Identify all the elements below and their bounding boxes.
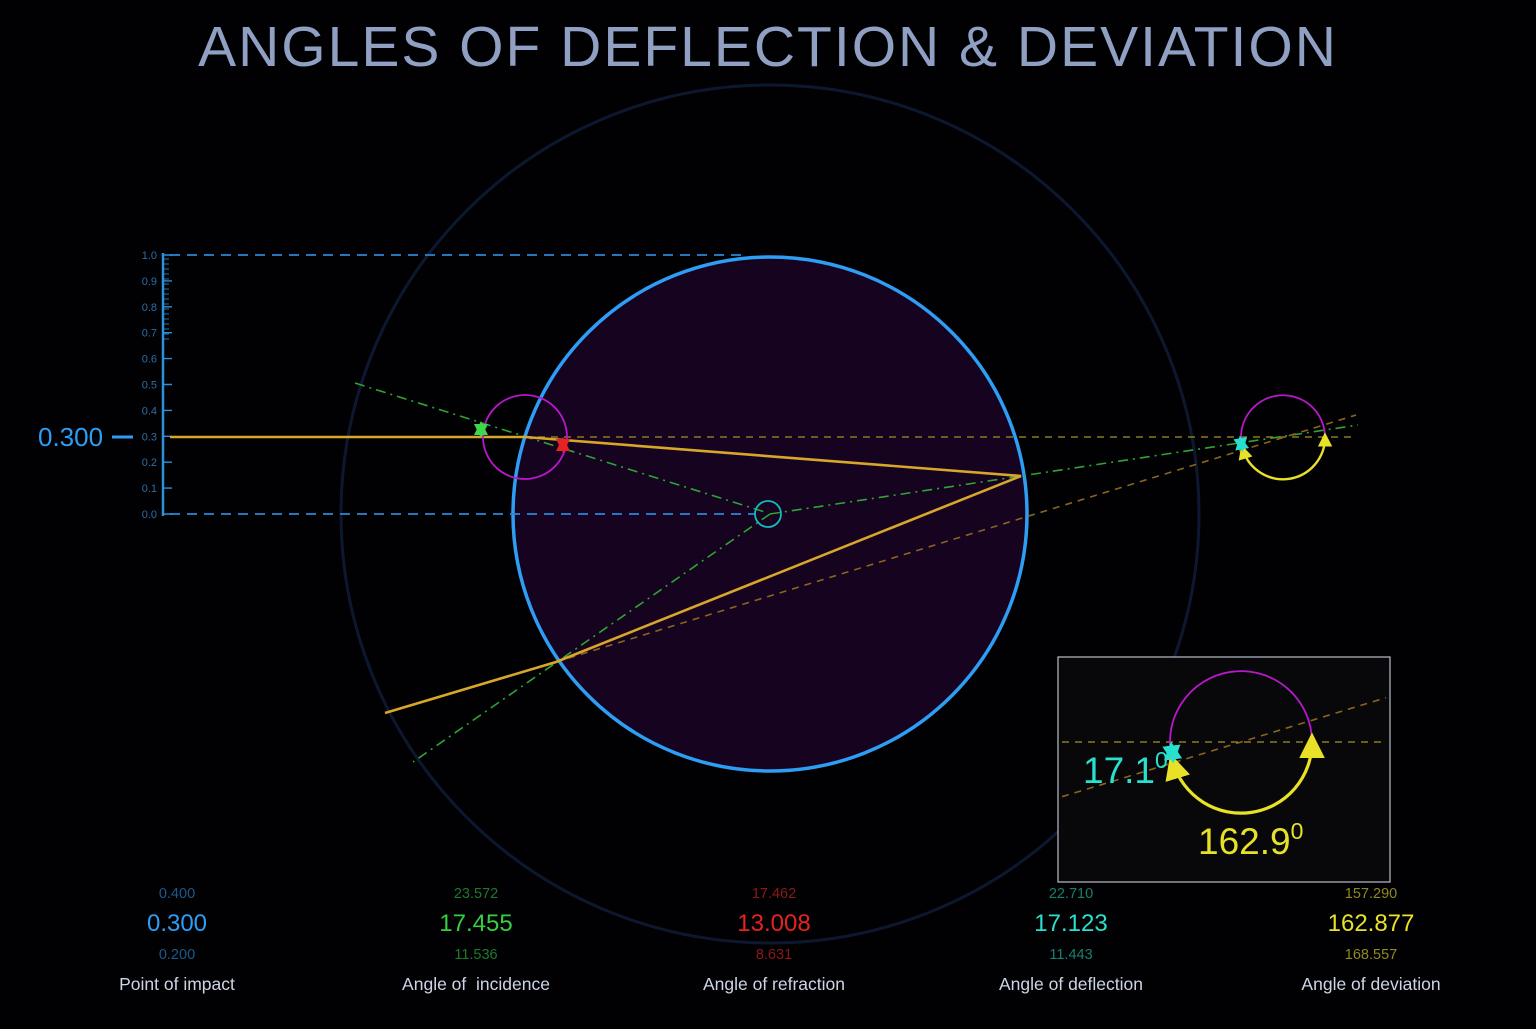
stat-value-prev: 0.400 — [158, 886, 196, 902]
stat-angle-of-deviation: 157.290 162.877 168.557 Angle of deviati… — [1301, 884, 1440, 995]
stat-point-of-impact: 0.400 0.300 0.200 Point of impact — [119, 884, 235, 995]
stat-angle-of-deflection: 22.710 17.123 11.443 Angle of deflection — [999, 884, 1143, 995]
inset-deviation-superscript: 0 — [1291, 818, 1304, 844]
entry-normal-line — [354, 382, 769, 514]
inset-deflection-value: 17.10 — [1083, 747, 1168, 791]
axis-tick-label: 0.1 — [142, 483, 157, 495]
page-title: ANGLES OF DEFLECTION & DEVIATION — [198, 15, 1338, 79]
stat-label: Angle of incidence — [402, 974, 550, 994]
stat-value-next: 0.200 — [158, 947, 196, 963]
angle-inset-panel: 17.10 162.90 — [1057, 656, 1391, 883]
inset-deflection-number: 17.1 — [1083, 750, 1155, 791]
stat-angle-of-incidence: 23.572 17.455 11.536 Angle of incidence — [402, 884, 550, 995]
exit-normal-line — [412, 513, 771, 763]
inset-deflection-superscript: 0 — [1155, 747, 1168, 773]
axis-tick-label: 1.0 — [142, 250, 157, 262]
stat-label: Angle of deviation — [1301, 974, 1441, 994]
stat-value-next: 11.536 — [454, 947, 498, 963]
axis-tick-label: 0.0 — [142, 509, 157, 521]
impact-axis[interactable]: 1.0 0.9 0.8 0.7 0.6 0.5 0.4 0.3 0.2 0.1 … — [38, 250, 172, 521]
stat-value-next: 11.443 — [1049, 947, 1093, 963]
axis-tick-label: 0.7 — [142, 328, 157, 340]
droplet-center-circle — [754, 500, 782, 528]
inset-deviation-number: 162.9 — [1198, 821, 1291, 862]
axis-tick-label: 0.8 — [142, 302, 157, 314]
stat-value-prev: 157.290 — [1344, 886, 1398, 902]
deflection-arc-magenta — [1240, 394, 1326, 450]
stat-value-current: 13.008 — [737, 910, 811, 937]
stat-label: Angle of deflection — [999, 974, 1143, 994]
deviation-arc-yellow — [1238, 432, 1333, 481]
axis-tick-label: 0.9 — [142, 276, 157, 288]
inset-deviation-value: 162.90 — [1198, 818, 1303, 862]
inset-deflection-arc-magenta — [1169, 670, 1313, 764]
stat-value-current: 0.300 — [146, 910, 208, 937]
axis-tick-label: 0.4 — [142, 405, 157, 417]
axis-tick-label: 0.2 — [142, 457, 157, 469]
axis-tick-label: 0.5 — [142, 380, 157, 392]
axis-minor-ticks — [164, 258, 169, 340]
inset-deviation-arc-yellow — [1165, 732, 1325, 815]
deviation-dial — [1233, 394, 1333, 481]
stat-value-prev: 23.572 — [453, 886, 499, 902]
axis-tick-label: 0.3 — [142, 431, 157, 443]
stat-value-prev: 22.710 — [1048, 886, 1094, 902]
axis-major-ticks — [164, 254, 172, 515]
stat-value-next: 8.631 — [755, 947, 793, 963]
light-ray — [170, 435, 1022, 715]
stat-label: Angle of refraction — [702, 974, 846, 994]
stat-value-current: 162.877 — [1327, 910, 1415, 937]
stat-value-current: 17.123 — [1034, 910, 1108, 937]
axis-tick-label: 0.6 — [142, 354, 157, 366]
stat-label: Point of impact — [119, 974, 235, 994]
stat-value-current: 17.455 — [439, 910, 513, 937]
stat-value-next: 168.557 — [1344, 947, 1398, 963]
deflection-angle-arrow — [1233, 435, 1250, 452]
inset-deflection-angle-arrow — [1162, 741, 1183, 764]
exit-ray-extension — [555, 414, 1357, 663]
stat-angle-of-refraction: 17.462 13.008 8.631 Angle of refraction — [703, 884, 845, 995]
stat-value-prev: 17.462 — [751, 886, 797, 902]
impact-value-label[interactable]: 0.300 — [38, 422, 103, 452]
